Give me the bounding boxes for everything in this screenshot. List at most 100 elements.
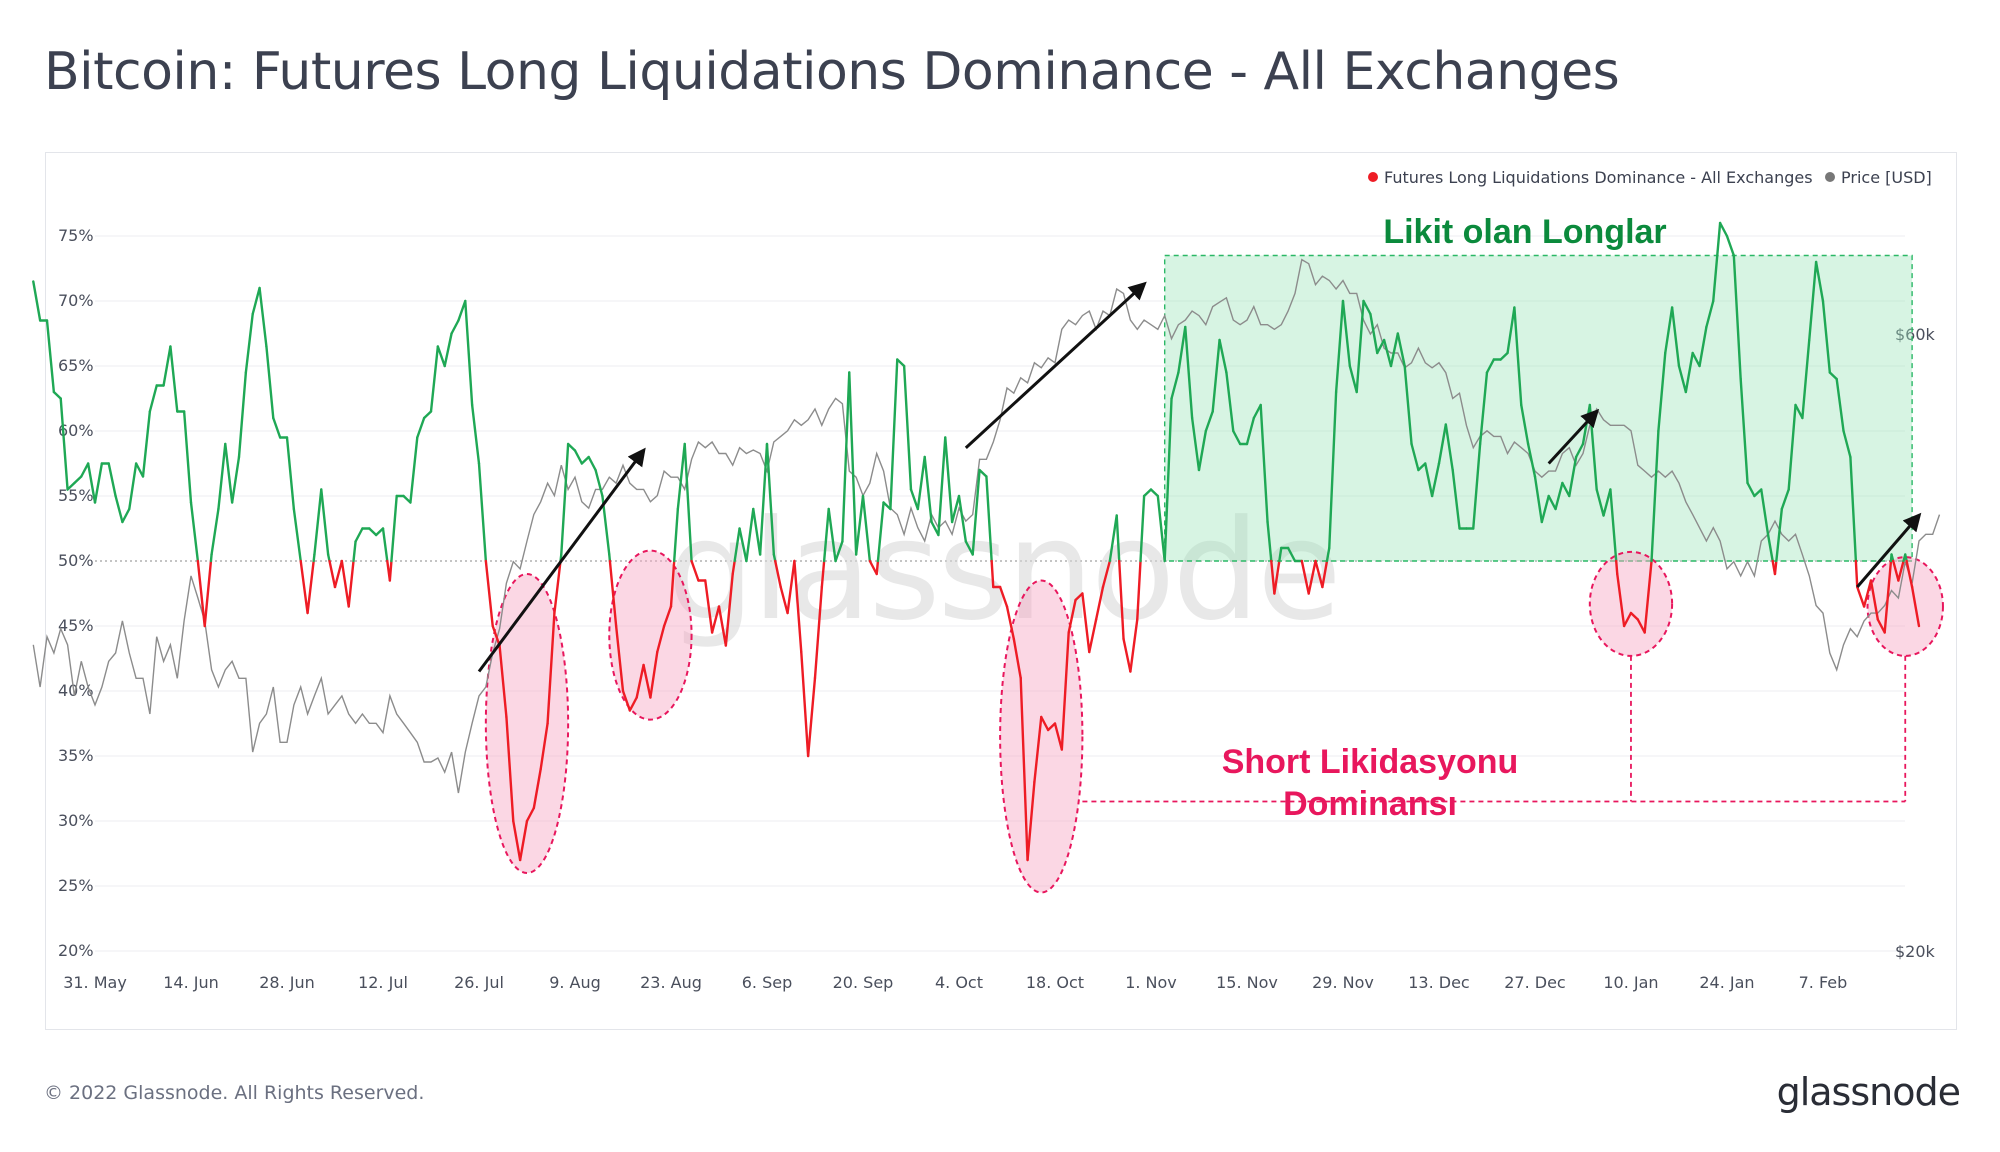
x-tick-label: 23. Aug: [640, 973, 702, 992]
dominance-segment: [1334, 299, 1345, 394]
watermark: glassnode: [667, 490, 1339, 651]
dominance-segment: [1595, 488, 1605, 517]
trend-arrow: [1547, 408, 1600, 465]
dominance-segment: [669, 559, 676, 608]
dominance-segment: [1854, 559, 1859, 589]
short-liquidation-ellipse: [999, 579, 1084, 894]
dominance-segment: [354, 527, 364, 543]
dominance-segment: [566, 442, 577, 452]
dominance-segment: [1067, 598, 1077, 634]
dominance-segment: [573, 449, 584, 465]
dominance-segment: [1019, 676, 1029, 862]
dominance-segment: [381, 527, 389, 563]
dominance-segment: [114, 494, 124, 524]
dominance-segment: [1108, 514, 1118, 563]
short-liquidation-ellipse: [484, 573, 570, 874]
dominance-segment: [1437, 423, 1448, 465]
dominance-segment: [1118, 559, 1125, 641]
dominance-segment: [93, 462, 104, 504]
dominance-segment: [990, 559, 995, 589]
dominance-segment: [134, 462, 145, 478]
dominance-segment: [388, 559, 393, 582]
dominance-segment: [1060, 631, 1070, 751]
dominance-segment: [169, 345, 179, 413]
dominance-segment: [1266, 520, 1273, 563]
dominance-segment: [1005, 605, 1016, 641]
dominance-segment: [1664, 306, 1674, 355]
dominance-segment: [429, 345, 440, 413]
dominance-segment: [1705, 299, 1715, 329]
dominance-segment: [724, 572, 734, 647]
dominance-segment: [1382, 338, 1393, 368]
dominance-segment: [52, 390, 62, 400]
dominance-segment: [1732, 254, 1742, 381]
price-line: [32, 258, 1941, 794]
dominance-segment: [861, 494, 872, 563]
dominance-segment: [1259, 403, 1269, 524]
legend-label-dominance: Futures Long Liquidations Dominance - Al…: [1384, 168, 1813, 187]
dominance-segment: [916, 455, 926, 511]
dominance-segment: [258, 286, 268, 348]
dominance-segment: [1897, 559, 1905, 582]
dominance-segment: [532, 767, 542, 810]
dominance-segment: [580, 455, 590, 465]
dominance-segment: [642, 663, 652, 699]
dominance-segment: [1814, 260, 1825, 303]
dominance-segment: [1046, 722, 1057, 732]
dominance-segment: [285, 436, 296, 511]
dominance-segment: [1657, 351, 1667, 433]
dominance-segment: [73, 475, 83, 485]
dominance-segment: [333, 559, 344, 589]
dominance-segment: [937, 436, 947, 537]
dominance-segment: [1828, 371, 1838, 381]
dominance-segment: [738, 527, 748, 563]
dominance-segment: [1033, 715, 1043, 784]
dominance-segment: [1341, 299, 1352, 368]
dominance-segment: [662, 605, 673, 628]
dominance-segment: [1547, 494, 1557, 511]
dominance-segment: [1403, 364, 1413, 446]
dominance-segment: [182, 410, 193, 504]
dominance-segment: [1775, 507, 1784, 563]
dominance-segment: [1520, 403, 1530, 446]
dominance-segment: [1396, 332, 1406, 368]
dominance-segment: [1410, 442, 1420, 472]
dominance-segment: [779, 585, 789, 615]
x-tick-label: 26. Jul: [454, 973, 504, 992]
dominance-segment: [1163, 397, 1173, 563]
x-tick-label: 29. Nov: [1312, 973, 1374, 992]
dominance-segment: [457, 299, 467, 322]
dominance-segment: [409, 436, 419, 504]
legend-dot-dominance: [1368, 172, 1378, 182]
dominance-segment: [1040, 715, 1050, 732]
dominance-segment: [1540, 494, 1550, 524]
dominance-segment: [1574, 442, 1585, 459]
dominance-segment: [628, 696, 638, 712]
dominance-segment: [320, 488, 330, 556]
short-label-line1: Short Likidasyonu: [1222, 743, 1519, 781]
trend-arrow: [477, 447, 646, 673]
y2-tick-label: $20k: [1895, 942, 1936, 961]
dominance-segment: [923, 455, 933, 524]
glassnode-logo[interactable]: glassnode: [1776, 1070, 1961, 1114]
dominance-segment: [1905, 559, 1914, 589]
dominance-segment: [560, 442, 570, 556]
dominance-segment: [1794, 403, 1804, 420]
dominance-segment: [731, 559, 736, 576]
dominance-segment: [1883, 559, 1893, 634]
dominance-segment: [1773, 559, 1778, 576]
dominance-segment: [683, 442, 693, 563]
dominance-segment: [464, 299, 474, 407]
dominance-segment: [1278, 546, 1283, 563]
dominance-segment: [656, 624, 666, 654]
y-tick-label: 25%: [58, 876, 94, 895]
dominance-segment: [121, 507, 131, 524]
dominance-segment: [1629, 611, 1640, 621]
dominance-segment: [347, 559, 355, 608]
dominance-segment: [1561, 481, 1571, 498]
dominance-segment: [1862, 579, 1873, 608]
x-tick-label: 20. Sep: [833, 973, 894, 992]
dominance-segment: [217, 442, 227, 511]
dominance-segment: [1602, 488, 1612, 517]
x-tick-label: 13. Dec: [1408, 973, 1470, 992]
